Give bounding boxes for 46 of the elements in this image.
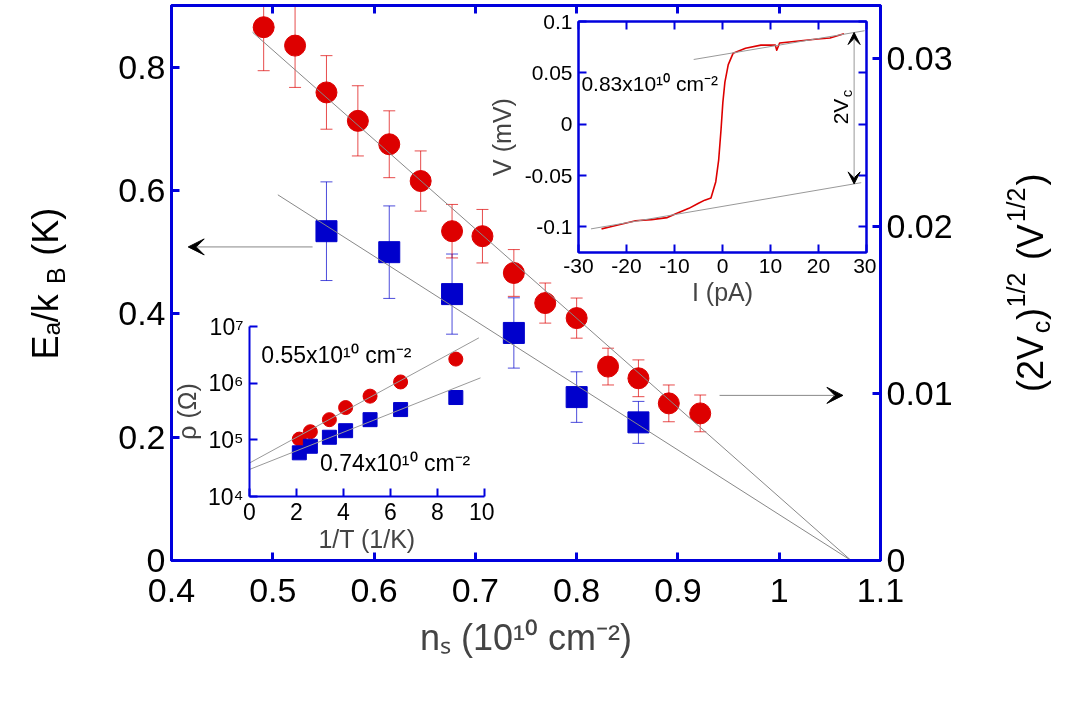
y-tick-label: 0: [146, 541, 166, 579]
y-tick-label: 10⁵: [208, 426, 244, 453]
y-tick-label: 10⁶: [208, 370, 244, 397]
y-tick-label: -0.05: [524, 163, 573, 187]
x-tick-label: -10: [659, 253, 690, 277]
y-tick-label: 0.6: [118, 171, 166, 209]
x-tick-label: 4: [337, 498, 351, 525]
y2-tick-label: 0: [886, 541, 906, 579]
y-tick-label: 0.1: [543, 9, 573, 33]
y-axis-title: ρ (Ω): [173, 383, 202, 440]
y-tick-label: 0.4: [118, 294, 166, 333]
y-tick-label: 10⁷: [209, 313, 244, 340]
x-tick-label: 0.6: [350, 570, 398, 609]
x-tick-label: -30: [563, 253, 594, 277]
x-tick-label: 20: [806, 253, 831, 277]
x-tick-label: 1: [769, 570, 789, 609]
x-tick-label: 8: [431, 498, 444, 525]
y-tick-label: 0.8: [118, 47, 166, 86]
x-tick-label: 2: [290, 498, 303, 525]
y-tick-label: 0.05: [531, 60, 573, 84]
x-axis-title: I (pA): [691, 277, 754, 306]
annotation: 0.83x10¹⁰ cm⁻²: [581, 72, 718, 96]
x-tick-label: 0.7: [451, 570, 499, 609]
y-axis-title: V (mV): [487, 98, 516, 176]
annotation: 2Vc: [828, 89, 855, 125]
x-tick-label: 0.5: [249, 570, 297, 609]
y2-axis-title: (2Vc)1/2 (V1/2): [1002, 173, 1056, 393]
x-tick-label: 0.9: [654, 570, 702, 609]
y-axis-title: Eₐ/kB (K): [25, 207, 71, 360]
y2-tick-label: 0.01: [886, 373, 953, 412]
x-tick-label: 10: [758, 253, 783, 277]
y-tick-label: 0: [560, 112, 573, 136]
x-tick-label: 6: [384, 498, 397, 525]
annotation: 0.55x10¹⁰ cm⁻²: [261, 342, 412, 369]
x-tick-label: -20: [611, 253, 642, 277]
x-axis-title: nₛ (10¹⁰ cm⁻²): [420, 616, 633, 658]
x-tick-label: 0: [716, 253, 729, 277]
x-axis-title: 1/T (1/K): [318, 524, 416, 553]
y-tick-label: 10⁴: [208, 483, 244, 510]
annotation: 0.74x10¹⁰ cm⁻²: [320, 449, 471, 476]
y2-tick-label: 0.03: [886, 39, 953, 78]
y-tick-label: 0.2: [118, 417, 166, 456]
y-tick-label: -0.1: [536, 214, 573, 238]
y2-tick-label: 0.02: [886, 206, 953, 245]
x-tick-label: 10: [468, 498, 495, 525]
x-tick-label: 30: [853, 253, 877, 277]
